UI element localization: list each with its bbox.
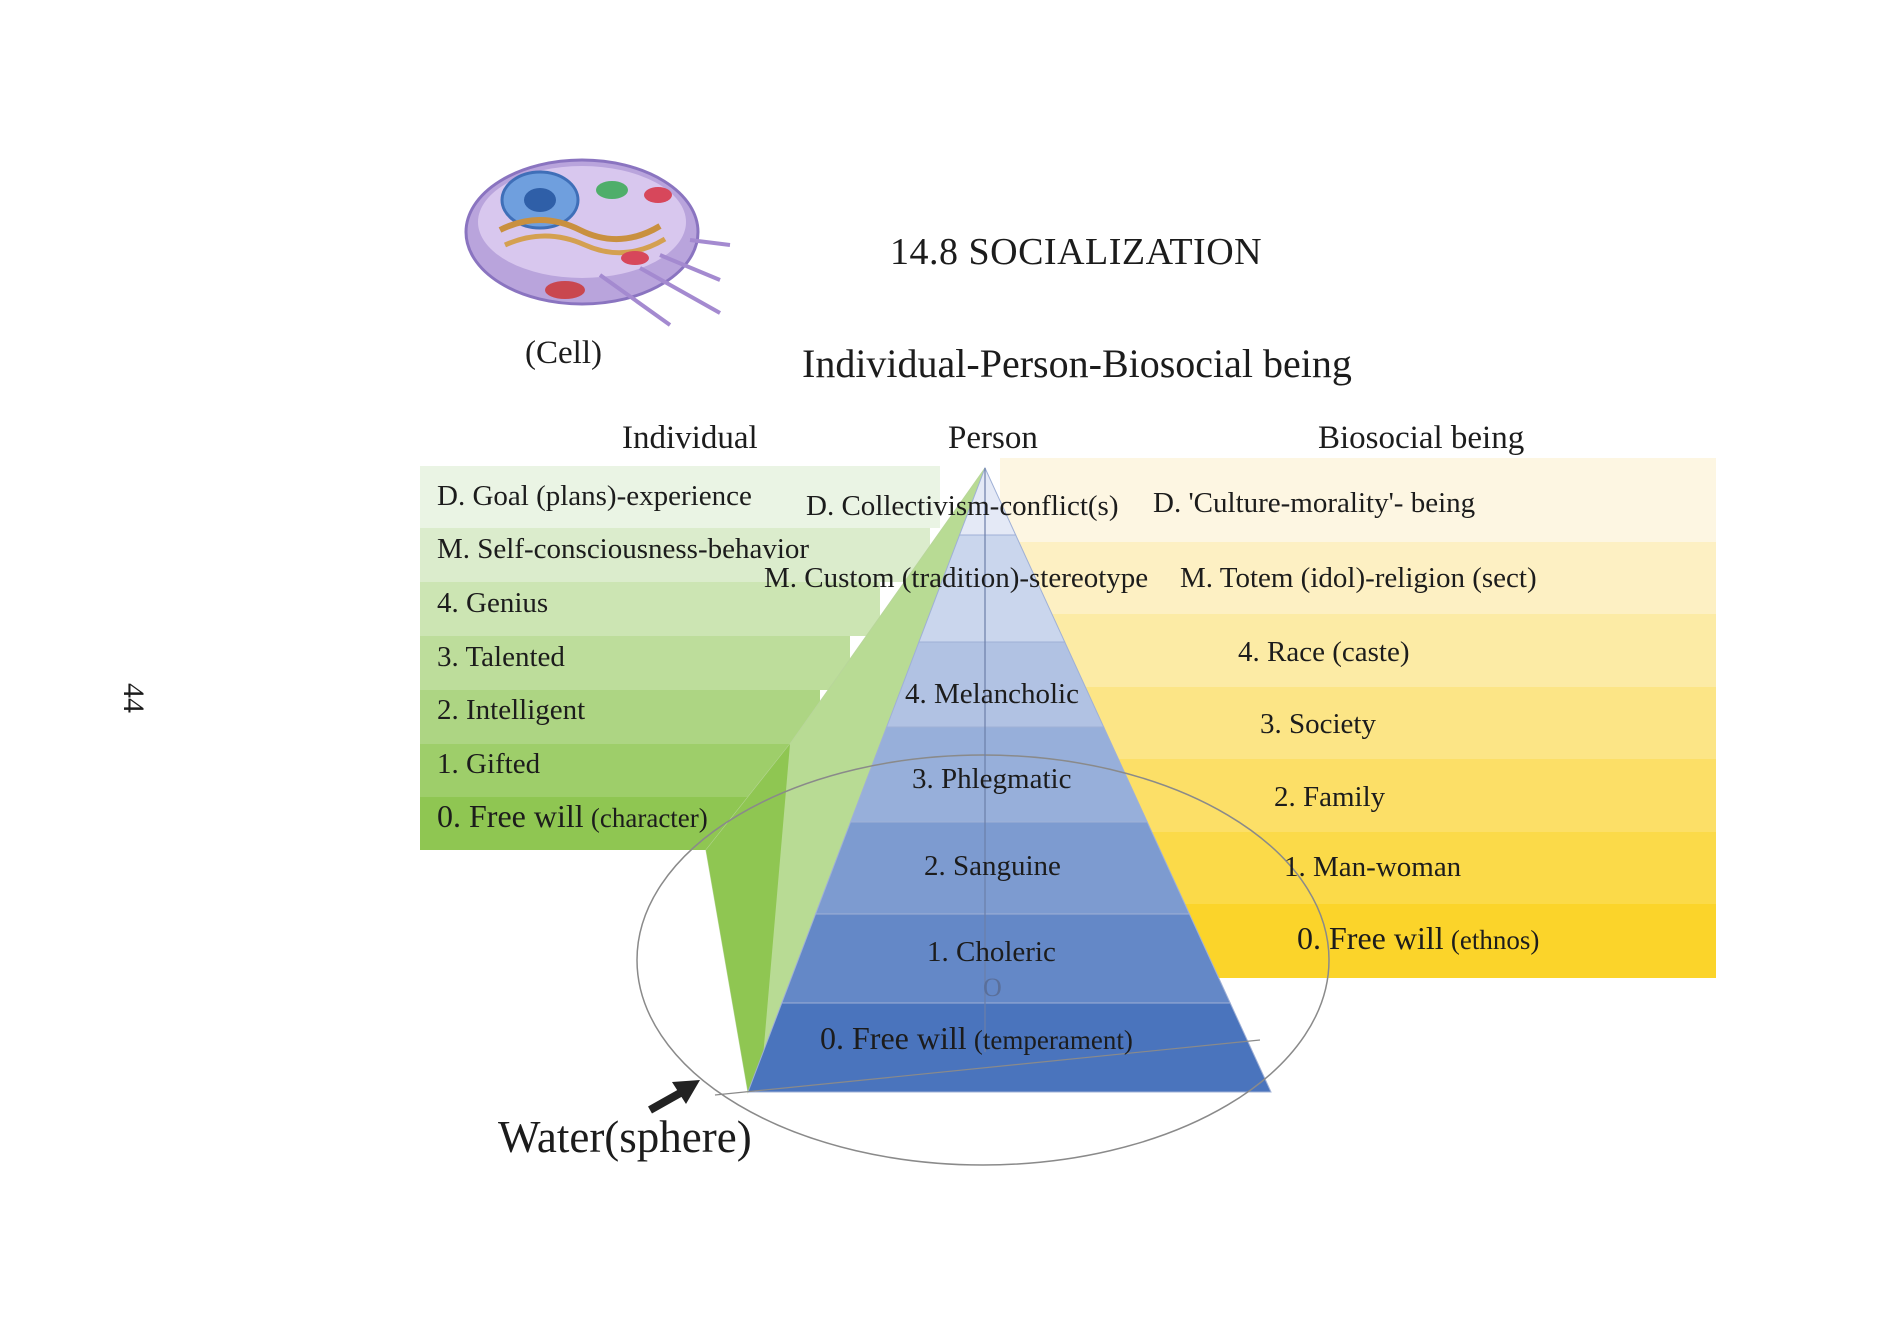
biosocial-band xyxy=(1000,687,1716,759)
individual-band xyxy=(420,636,850,690)
arrow-icon xyxy=(648,1080,700,1114)
cell-label: (Cell) xyxy=(525,335,602,371)
biosocial-level-2: 2. Family xyxy=(1274,781,1386,813)
biosocial-band xyxy=(1000,542,1716,614)
individual-level-4: 4. Genius xyxy=(437,587,549,619)
individual-band xyxy=(420,466,940,528)
column-header-individual: Individual xyxy=(622,420,758,456)
person-level-3: 3. Phlegmatic xyxy=(912,763,1072,795)
person-level-m: M. Custom (tradition)-stereotype xyxy=(764,562,1149,594)
biosocial-band xyxy=(1000,832,1716,904)
individual-level-0: 0. Free will (character) xyxy=(437,798,708,834)
person-level-4: 4. Melancholic xyxy=(905,678,1079,710)
person-level-2: 2. Sanguine xyxy=(924,850,1061,882)
individual-level-d: D. Goal (plans)-experience xyxy=(437,480,752,512)
center-mark: O xyxy=(983,973,1002,1002)
biosocial-level-m: M. Totem (idol)-religion (sect) xyxy=(1180,562,1537,594)
cell-illustration xyxy=(464,158,731,327)
biosocial-level-4: 4. Race (caste) xyxy=(1238,636,1410,668)
person-level-0: 0. Free will (temperament) xyxy=(820,1020,1133,1056)
water-sphere xyxy=(636,754,1330,1166)
individual-steps xyxy=(420,466,986,1094)
person-level-d: D. Collectivism-conflict(s) xyxy=(806,490,1119,522)
biosocial-band xyxy=(1000,759,1716,832)
column-header-biosocial: Biosocial being xyxy=(1318,420,1525,456)
biosocial-level-1: 1. Man-woman xyxy=(1284,851,1462,883)
person-level-1: 1. Choleric xyxy=(927,936,1056,968)
individual-level-m: M. Self-consciousness-behavior xyxy=(437,533,810,565)
individual-level-1: 1. Gifted xyxy=(437,748,541,780)
individual-side-edge xyxy=(706,744,790,1092)
individual-band xyxy=(420,797,760,850)
individual-band xyxy=(420,582,880,636)
page-title: 14.8 SOCIALIZATION xyxy=(890,231,1263,273)
water-sphere-label: Water(sphere) xyxy=(498,1112,752,1162)
diagram-subtitle: Individual-Person-Biosocial being xyxy=(802,341,1352,386)
biosocial-level-0: 0. Free will (ethnos) xyxy=(1297,920,1540,956)
biosocial-level-3: 3. Society xyxy=(1260,708,1376,740)
individual-band xyxy=(420,744,790,797)
biosocial-band xyxy=(1000,614,1716,687)
individual-band xyxy=(420,528,930,582)
person-layer xyxy=(747,1002,1272,1093)
individual-band xyxy=(420,690,820,744)
biosocial-band xyxy=(1000,458,1716,542)
individual-level-3: 3. Talented xyxy=(437,641,565,673)
column-header-person: Person xyxy=(948,420,1038,456)
biosocial-level-d: D. 'Culture-morality'- being xyxy=(1153,487,1476,519)
individual-level-2: 2. Intelligent xyxy=(437,694,586,726)
person-pyramid xyxy=(747,466,1272,1093)
